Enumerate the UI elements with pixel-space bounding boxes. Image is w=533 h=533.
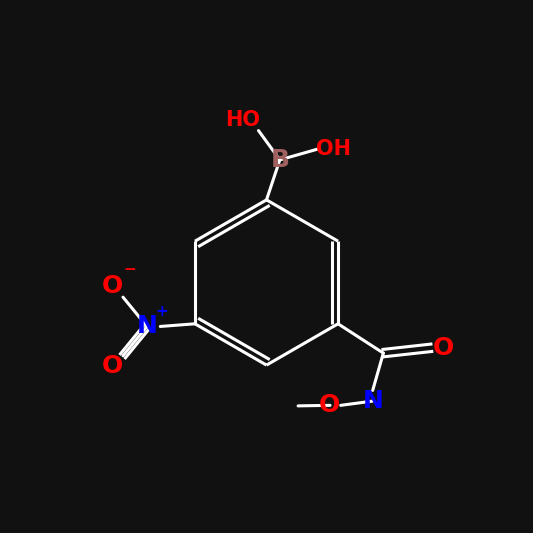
Text: HO: HO: [225, 110, 260, 130]
Text: OH: OH: [316, 139, 351, 159]
Text: +: +: [156, 304, 168, 319]
Text: O: O: [318, 393, 340, 417]
Text: B: B: [270, 148, 289, 172]
Text: O: O: [432, 336, 454, 360]
Text: N: N: [362, 389, 383, 413]
Text: −: −: [123, 262, 136, 277]
Text: N: N: [136, 314, 157, 338]
Text: O: O: [102, 354, 123, 378]
Text: O: O: [102, 274, 123, 298]
